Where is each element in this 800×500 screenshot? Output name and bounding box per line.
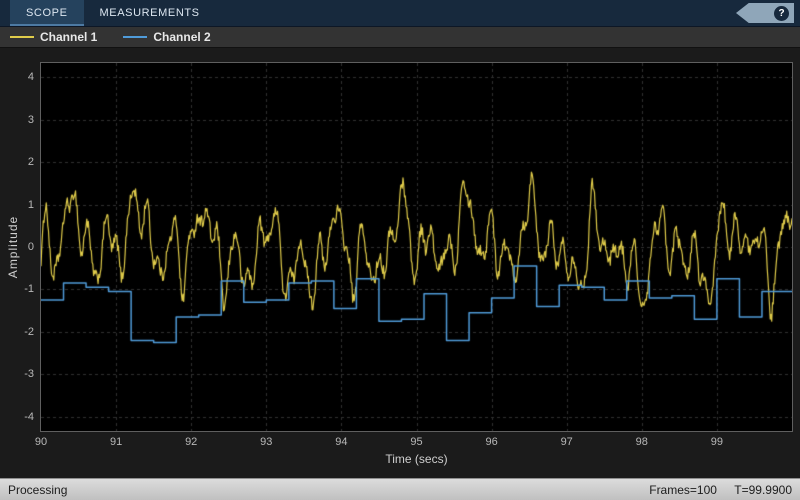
plot-area [40, 62, 793, 432]
x-tick-label: 92 [185, 436, 198, 448]
x-axis-label: Time (secs) [385, 452, 448, 466]
frames-counter: Frames=100 [649, 482, 717, 497]
status-counters: Frames=100 T=99.9900 [635, 483, 792, 497]
y-tick-label: -3 [24, 368, 34, 381]
help-glyph: ? [778, 7, 785, 19]
toolstrip-tabbar: SCOPE MEASUREMENTS ? [0, 0, 800, 27]
y-tick-label: 0 [27, 241, 34, 253]
y-axis-label: Amplitude [6, 215, 20, 279]
help-icon: ? [774, 5, 789, 21]
status-bar: Processing Frames=100 T=99.9900 [0, 478, 800, 500]
legend-label-channel2: Channel 2 [153, 30, 211, 44]
legend-item-channel1[interactable]: Channel 1 [10, 30, 97, 44]
legend-label-channel1: Channel 1 [40, 30, 98, 44]
x-tick-label: 94 [335, 436, 348, 448]
x-tick-label: 97 [560, 436, 573, 448]
status-text: Processing [8, 482, 68, 497]
y-tick-label: -1 [24, 283, 34, 296]
y-tick-label: 2 [27, 156, 34, 168]
legend-item-channel2[interactable]: Channel 2 [123, 30, 211, 44]
y-tick-label: -4 [24, 410, 34, 423]
legend: Channel 1 Channel 2 [0, 27, 800, 48]
y-tick-label: 4 [27, 71, 34, 84]
x-tick-label: 96 [485, 436, 498, 448]
channel2-line-swatch [123, 36, 148, 38]
time-counter: T=99.9900 [734, 482, 792, 497]
scope-figure: Amplitude Time (secs) 90 91 92 93 94 95 96 97 98… [0, 48, 800, 478]
y-tick-label: 3 [27, 113, 34, 126]
y-tick-label: 1 [27, 198, 34, 211]
tab-scope[interactable]: SCOPE [10, 0, 84, 26]
help-button[interactable]: ? [736, 3, 794, 23]
x-tick-label: 90 [34, 436, 48, 448]
x-tick-label: 91 [109, 436, 123, 448]
y-tick-label: -2 [24, 325, 34, 338]
x-tick-label: 98 [635, 436, 648, 448]
channel1-line-swatch [10, 36, 34, 38]
x-tick-label: 93 [260, 436, 273, 448]
x-tick-label: 99 [710, 436, 724, 448]
waveform-canvas [41, 63, 792, 431]
tab-measurements[interactable]: MEASUREMENTS [99, 7, 200, 19]
x-tick-label: 95 [410, 436, 423, 448]
